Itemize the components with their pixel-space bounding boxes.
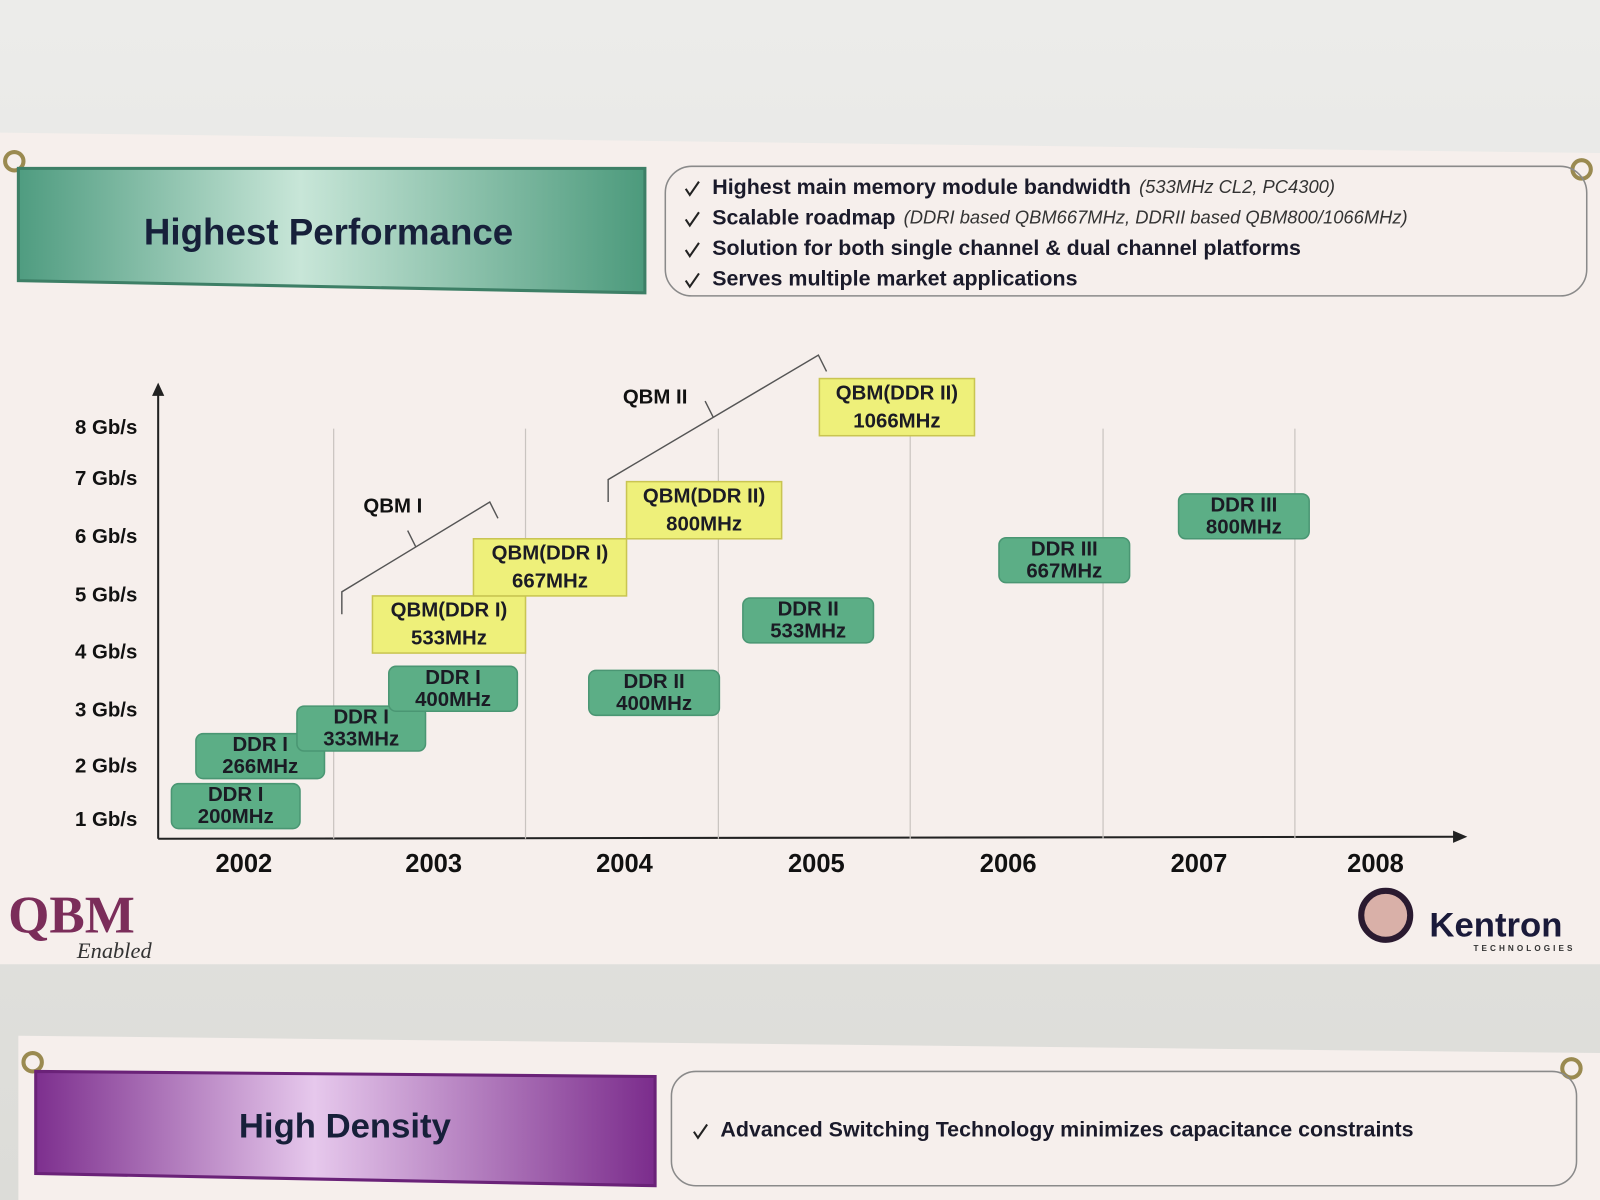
y-label: 2 Gb/s [75,756,137,778]
qbm-box [625,480,783,540]
y-label: 1 Gb/s [75,809,137,831]
bullet-text: Serves multiple market applications [712,266,1077,290]
group-bracket [607,354,828,503]
box-line2: 400MHz [415,689,491,711]
box-line2: 1066MHz [853,410,940,432]
group-label: QBM II [623,386,688,408]
bullet: Highest main memory module bandwidth (533… [712,174,1335,198]
group-label: QBM I [363,496,422,518]
box-line2: 200MHz [198,806,274,828]
bullet-box [670,1070,1578,1187]
logo-left-sub: Enabled [76,938,153,963]
box-line1: DDR II [778,598,839,620]
x-label: 2008 [1347,850,1404,878]
check-icon [693,1123,708,1140]
banner-title: High Density [239,1108,452,1146]
bullet: Serves multiple market applications [712,266,1077,290]
y-label: 8 Gb/s [75,417,137,439]
check-icon [684,211,700,228]
x-label: 2006 [980,850,1037,878]
ddr-box [170,782,301,830]
logo-mark [1358,887,1414,943]
box-line1: DDR II [623,671,684,693]
check-icon [684,242,700,258]
ddr-box [742,597,875,644]
group-bracket [341,501,499,615]
y-label: 4 Gb/s [75,641,137,663]
box-line2: 266MHz [222,756,298,778]
check-icon [684,272,700,289]
x-label: 2007 [1171,850,1228,878]
box-line1: DDR I [425,667,481,689]
box-line1: DDR III [1210,494,1277,516]
box-line1: QBM(DDR I) [492,543,609,565]
box-line1: QBM(DDR I) [391,600,508,622]
box-line2: 333MHz [323,729,399,751]
y-label: 6 Gb/s [75,526,137,548]
y-label: 5 Gb/s [75,584,137,606]
ddr-box [296,705,427,752]
qbm-box [472,538,628,597]
box-line1: QBM(DDR II) [643,485,765,507]
box-line1: DDR I [208,784,264,806]
box-line1: QBM(DDR II) [836,382,958,404]
x-label: 2003 [405,850,462,878]
qbm-box [371,595,527,654]
axis-arrow [1453,830,1468,843]
box-line2: 667MHz [512,571,588,593]
logo-right: Kentron [1429,907,1562,945]
bullet-note: (533MHz CL2, PC4300) [1139,176,1335,197]
x-label: 2002 [216,850,273,878]
ddr-box [588,669,721,717]
box-line2: 667MHz [1026,560,1102,582]
bullet-text: Advanced Switching Technology minimizes … [720,1117,1413,1141]
y-label: 7 Gb/s [75,468,137,490]
banner-title: Highest Performance [144,211,513,252]
box-line2: 533MHz [411,628,487,650]
title-box [16,166,647,295]
box-line2: 533MHz [770,620,846,642]
bullet: Solution for both single channel & dual … [712,236,1301,260]
grommet [3,150,26,173]
ddr-box [998,536,1131,584]
bullet-text: Solution for both single channel & dual … [712,236,1301,260]
x-label: 2004 [596,850,654,878]
roadmap: 8 Gb/s 7 Gb/s 6 Gb/s 5 Gb/s 4 Gb/s 3 Gb/s 2 Gb… [75,354,1468,878]
grommet [21,1051,44,1074]
banner-top [0,132,1600,965]
y-label: 3 Gb/s [75,700,137,722]
box-line1: DDR III [1031,538,1098,560]
box-line2: 800MHz [666,513,742,535]
logo-left: QBM [8,887,135,945]
bullet-text: Highest main memory module bandwidth [712,174,1131,198]
box-line2: 800MHz [1206,516,1282,538]
bullet-note: (DDRI based QBM667MHz, DDRII based QBM80… [904,206,1408,227]
title-box [34,1069,657,1188]
check-icon [684,181,700,197]
ddr-box [195,732,326,780]
box-line1: DDR I [333,707,389,729]
bullet-text: Scalable roadmap [712,205,895,229]
bullet: Scalable roadmap (DDRI based QBM667MHz, D… [712,205,1407,229]
axis-arrow [152,382,165,396]
grommet [1560,1057,1583,1080]
x-axis [158,835,1458,840]
ddr-box [1177,493,1310,540]
qbm-box [818,377,976,437]
x-label: 2005 [788,850,845,878]
bullet-box [664,165,1588,297]
ddr-box [388,665,519,712]
logo-right-sub: TECHNOLOGIES [1473,944,1575,953]
bullet: Advanced Switching Technology minimizes … [720,1117,1413,1141]
box-line1: DDR I [232,734,288,756]
box-line2: 400MHz [616,693,692,715]
